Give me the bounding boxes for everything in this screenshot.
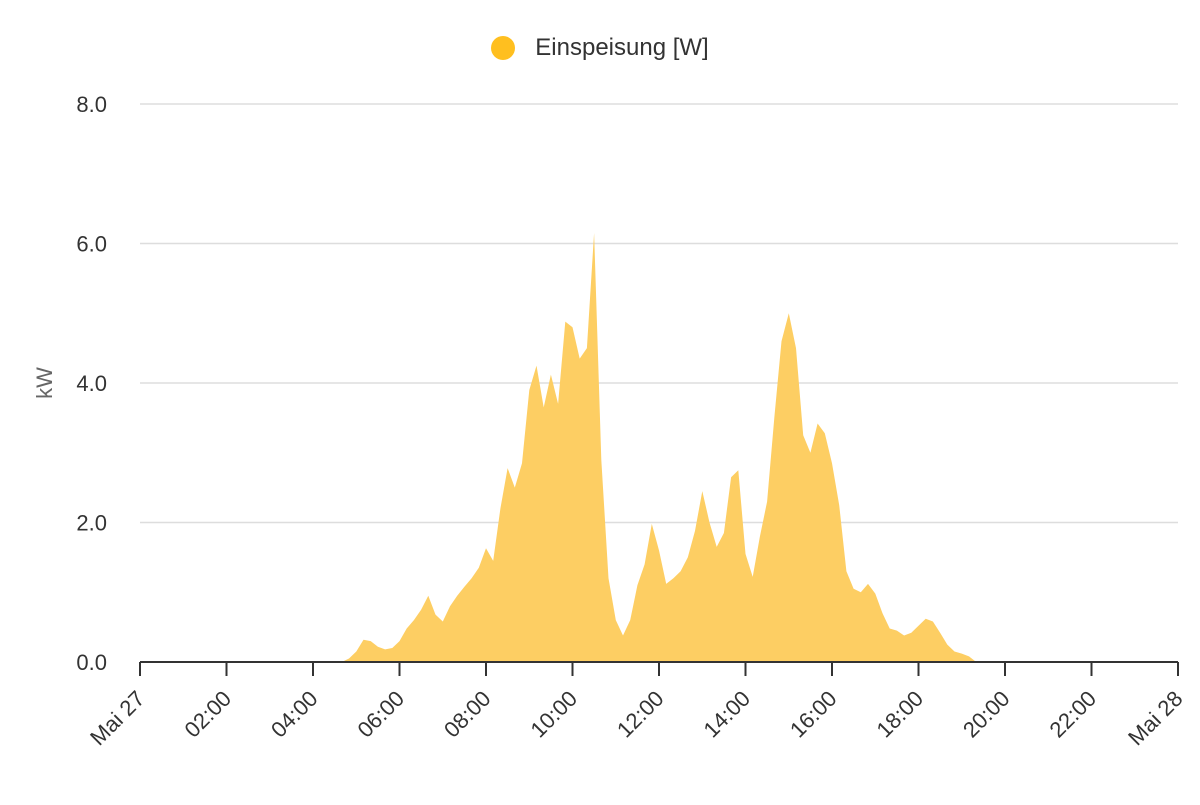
- x-tick-label: 06:00: [352, 686, 409, 743]
- y-axis-label: kW: [32, 367, 57, 399]
- x-tick-label: Mai 28: [1123, 686, 1187, 750]
- x-tick-label: 10:00: [525, 686, 582, 743]
- x-tick-label: 14:00: [698, 686, 755, 743]
- y-tick-label: 2.0: [76, 511, 107, 536]
- series-area-einspeisung[interactable]: [342, 233, 976, 662]
- legend-label: Einspeisung [W]: [535, 34, 708, 62]
- y-axis-tick-labels: 0.0 2.0 4.0 6.0 8.0: [76, 92, 107, 675]
- legend-item-einspeisung[interactable]: Einspeisung [W]: [491, 34, 708, 62]
- x-tick-label: Mai 27: [85, 686, 149, 750]
- series-area: [342, 233, 976, 662]
- x-tick-label: 18:00: [871, 686, 928, 743]
- y-tick-label: 6.0: [76, 232, 107, 257]
- legend: Einspeisung [W]: [0, 34, 1200, 62]
- x-tick-label: 12:00: [612, 686, 669, 743]
- x-tick-label: 02:00: [179, 686, 236, 743]
- x-tick-label: 04:00: [266, 686, 323, 743]
- x-tick-label: 20:00: [958, 686, 1015, 743]
- x-axis-tick-labels: Mai 27 02:00 04:00 06:00 08:00 10:00 12:00 14:0…: [85, 686, 1187, 750]
- grid-lines: [140, 104, 1178, 523]
- x-tick-label: 22:00: [1044, 686, 1101, 743]
- y-tick-label: 8.0: [76, 92, 107, 117]
- y-tick-label: 0.0: [76, 650, 107, 675]
- y-tick-label: 4.0: [76, 371, 107, 396]
- x-axis: [140, 662, 1178, 676]
- x-tick-label: 16:00: [785, 686, 842, 743]
- legend-swatch-circle-icon: [491, 36, 515, 60]
- x-tick-label: 08:00: [439, 686, 496, 743]
